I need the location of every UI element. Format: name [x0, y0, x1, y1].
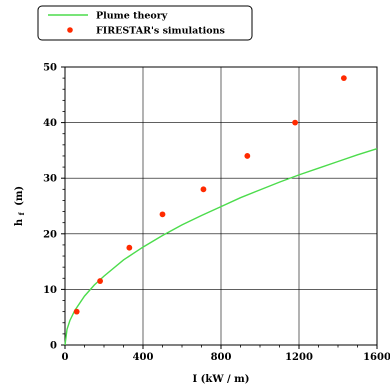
y-axis-title-unit: (m)	[14, 186, 25, 206]
series-layer	[64, 75, 378, 346]
y-tick-label: 30	[43, 174, 57, 185]
simulation-point	[340, 75, 347, 82]
legend-marker-swatch	[67, 27, 73, 33]
plume-theory-line	[64, 148, 378, 346]
x-tick-label: 0	[62, 352, 69, 363]
legend-label-firestar-simulations: FIRESTAR's simulations	[96, 26, 225, 37]
y-axis-title-sub: f	[17, 211, 26, 215]
ticks: 0 400 800 1200 1600 0 10 20 30 40 50	[43, 63, 390, 364]
y-tick-label: 0	[50, 341, 57, 352]
y-axis-title-main: h	[14, 218, 25, 226]
simulation-point	[244, 153, 251, 159]
x-tick-label: 400	[133, 352, 154, 363]
y-axis-title: h f (m)	[14, 186, 27, 226]
y-tick-label: 10	[43, 285, 57, 296]
simulation-point	[97, 278, 103, 284]
legend: Plume theory FIRESTAR's simulations	[37, 5, 253, 41]
simulation-point	[292, 119, 298, 126]
grid	[65, 67, 377, 345]
legend-label-plume-theory: Plume theory	[96, 11, 168, 22]
legend-box	[37, 5, 253, 41]
simulation-point	[73, 308, 80, 315]
x-tick-label: 1200	[285, 352, 313, 363]
x-axis-title: I (kW / m)	[193, 374, 250, 385]
y-axis-title-group: h f (m)	[14, 186, 27, 226]
x-tick-label: 800	[211, 352, 232, 363]
simulation-point	[159, 211, 166, 218]
y-tick-label: 20	[43, 229, 57, 240]
y-tick-label: 40	[43, 118, 57, 129]
simulation-point	[200, 186, 207, 193]
y-tick-label: 50	[43, 63, 57, 74]
simulation-point	[126, 244, 133, 251]
x-tick-label: 1600	[363, 352, 390, 363]
